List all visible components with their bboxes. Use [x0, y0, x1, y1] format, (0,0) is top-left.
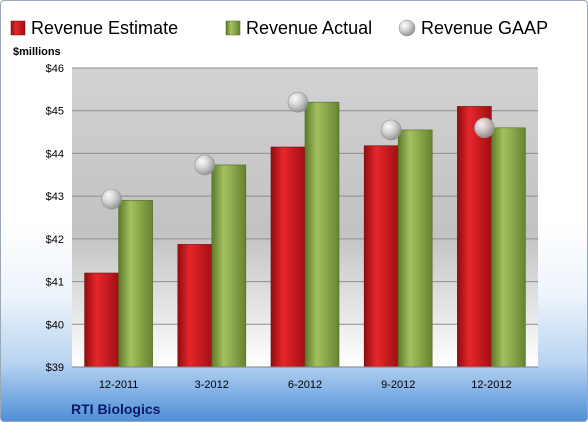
gaap-marker — [101, 188, 122, 210]
y-tick-label: $45 — [46, 106, 64, 118]
gaap-marker — [380, 119, 402, 141]
y-tick-label: $44 — [46, 148, 64, 160]
x-tick-label: 12-2012 — [471, 379, 511, 391]
legend: Revenue Estimate Revenue Actual Revenue … — [10, 18, 548, 38]
actual-bar — [118, 200, 153, 368]
x-tick-label: 12-2011 — [99, 379, 139, 391]
company-name: RTI Biologics — [71, 401, 161, 417]
legend-label-estimate: Revenue Estimate — [31, 18, 178, 38]
x-tick-label: 3-2012 — [195, 379, 229, 391]
x-axis-ticks: 12-2011 3-2012 6-2012 9-2012 12-2012 — [99, 379, 512, 391]
estimate-bar — [270, 146, 306, 368]
gaap-markers — [101, 91, 495, 210]
actual-bar — [491, 127, 526, 368]
legend-label-actual: Revenue Actual — [246, 18, 372, 38]
estimate-bar — [457, 106, 492, 368]
gaap-marker — [194, 154, 216, 176]
legend-label-gaap: Revenue GAAP — [421, 18, 548, 38]
y-axis-label: $millions — [13, 46, 61, 58]
actual-bar — [397, 129, 433, 368]
legend-swatch-gaap — [398, 19, 416, 37]
estimate-bar — [84, 272, 119, 368]
y-tick-label: $40 — [46, 319, 64, 331]
x-tick-label: 6-2012 — [288, 379, 322, 391]
y-tick-label: $46 — [46, 63, 64, 75]
actual-bar — [211, 164, 247, 368]
legend-swatch-estimate — [10, 20, 26, 36]
gaap-marker — [474, 117, 495, 139]
y-tick-label: $42 — [46, 234, 64, 246]
estimate-bar — [363, 145, 399, 368]
estimate-bar — [177, 244, 213, 368]
y-tick-label: $43 — [46, 191, 64, 203]
actual-bar — [304, 101, 340, 368]
bars — [84, 101, 526, 368]
gaap-marker — [287, 91, 309, 113]
x-tick-label: 9-2012 — [381, 379, 415, 391]
y-axis-ticks: $39 $40 $41 $42 $43 $44 $45 $46 — [46, 63, 64, 374]
y-tick-label: $39 — [46, 362, 64, 374]
y-tick-label: $41 — [46, 277, 64, 289]
legend-swatch-actual — [225, 20, 241, 36]
